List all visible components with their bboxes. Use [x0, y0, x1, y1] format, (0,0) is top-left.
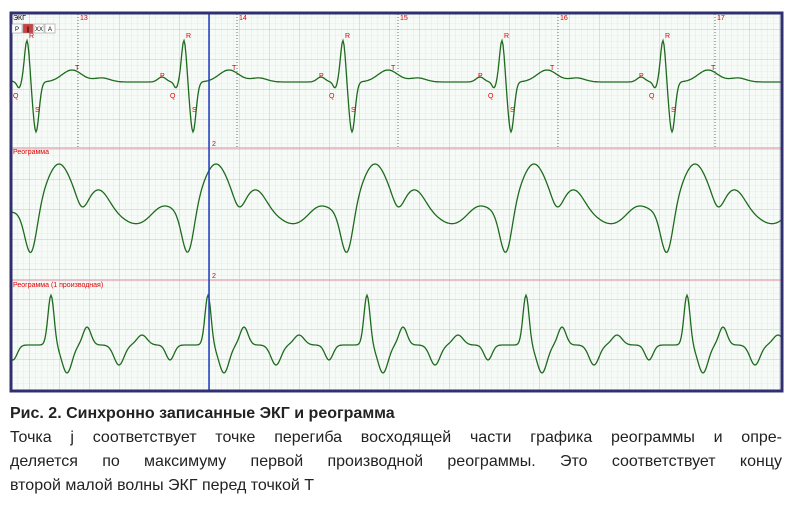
grid [11, 13, 782, 391]
reo-label: Реограмма [13, 149, 49, 156]
time-mark-label: 13 [80, 15, 88, 22]
marker-label: S [192, 107, 197, 114]
marker-label: Q [488, 93, 494, 100]
time-mark-label: 14 [239, 15, 247, 22]
toolbar-label: || [26, 27, 30, 33]
marker-label: P [639, 73, 644, 80]
marker-label: S [35, 107, 40, 114]
marker-label: S [351, 107, 356, 114]
marker-label: T [711, 65, 716, 72]
ecg-trace [11, 38, 781, 134]
caption-line: деляется по максимуму первой производной… [10, 453, 782, 470]
ecg-label: ЭКГ [13, 15, 26, 22]
marker-label: T [75, 65, 80, 72]
toolbar-button [22, 23, 34, 34]
reo-trace [11, 163, 782, 254]
marker-label: R [665, 33, 670, 40]
marker-label: P [478, 73, 483, 80]
caption-title: Рис. 2. Синхронно записанные ЭКГ и реогр… [10, 405, 395, 422]
deriv-trace [11, 293, 782, 374]
marker-label: R [504, 33, 509, 40]
sync-label: 2 [212, 141, 216, 148]
marker-label: R [186, 33, 191, 40]
sync-label: 2 [212, 273, 216, 280]
marker-label: Q [649, 93, 655, 100]
marker-label: S [510, 107, 515, 114]
recording: ЭКГ Реограмма Реограмма (1 производная) … [9, 11, 784, 393]
marker-label: R [345, 33, 350, 40]
marker-label: T [550, 65, 555, 72]
time-mark-label: 17 [717, 15, 725, 22]
caption-line: Точка j соответствует точке перегиба вос… [10, 429, 782, 446]
marker-label: P [160, 73, 165, 80]
frame [9, 11, 784, 393]
marker-label: Q [329, 93, 335, 100]
toolbar-label: XX [35, 27, 43, 33]
toolbar-label: P [15, 27, 19, 33]
time-mark-label: 15 [400, 15, 408, 22]
time-mark-label: 16 [560, 15, 568, 22]
marker-label: Q [170, 93, 176, 100]
marker-label: R [29, 33, 34, 40]
deriv-label: Реограмма (1 производная) [13, 282, 103, 289]
marker-label: P [319, 73, 324, 80]
caption-line: второй малой волны ЭКГ перед точкой Т [10, 477, 315, 494]
toolbar-button [33, 23, 45, 34]
toolbar-button [44, 23, 56, 34]
marker-label: T [232, 65, 237, 72]
marker-label: T [391, 65, 396, 72]
toolbar-label: A [48, 27, 52, 33]
marker-label: S [671, 107, 676, 114]
caption: Рис. 2. Синхронно записанные ЭКГ и реогр… [10, 405, 782, 498]
toolbar-button [11, 23, 23, 34]
marker-label: Q [13, 93, 19, 100]
